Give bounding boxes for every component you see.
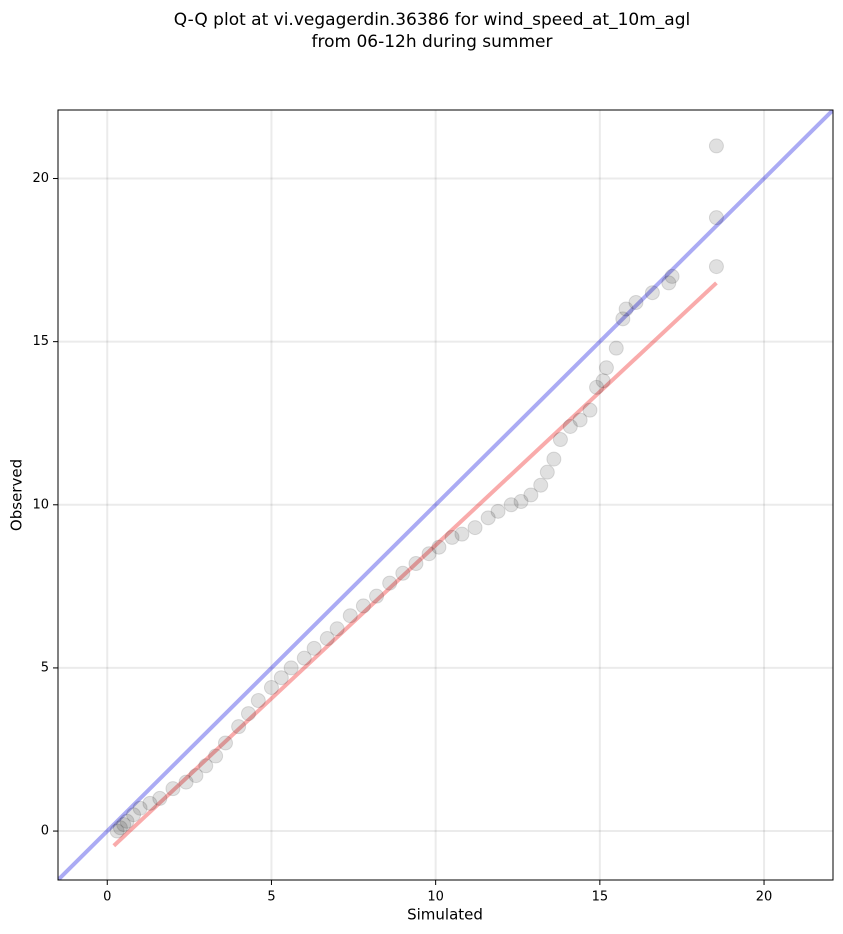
- point: [165, 781, 181, 797]
- y-axis-label: Observed: [8, 459, 26, 531]
- point: [661, 275, 677, 291]
- y-tick-label: 20: [32, 171, 49, 186]
- point: [126, 807, 142, 823]
- point: [152, 790, 168, 806]
- x-tick-label: 15: [592, 890, 609, 905]
- point: [188, 768, 204, 784]
- y-tick-label: 5: [41, 660, 49, 675]
- point: [421, 546, 437, 562]
- x-tick-label: 20: [756, 890, 773, 905]
- x-tick-label: 0: [103, 890, 111, 905]
- point: [523, 487, 539, 503]
- x-tick-label: 5: [267, 890, 275, 905]
- point: [539, 464, 555, 480]
- point: [319, 631, 335, 647]
- point: [615, 311, 631, 327]
- point: [444, 529, 460, 545]
- point: [608, 340, 624, 356]
- plot-frame: [57, 109, 834, 881]
- point: [708, 138, 724, 154]
- point: [513, 494, 529, 510]
- point: [546, 451, 562, 467]
- point: [283, 660, 299, 676]
- point: [552, 432, 568, 448]
- point: [572, 412, 588, 428]
- point: [480, 510, 496, 526]
- point: [342, 608, 358, 624]
- point: [217, 735, 233, 751]
- plot-area: [58, 110, 833, 880]
- x-tick-label: 10: [427, 890, 444, 905]
- point: [708, 259, 724, 275]
- point: [142, 795, 158, 811]
- point: [533, 477, 549, 493]
- point: [296, 650, 312, 666]
- point: [250, 693, 266, 709]
- point: [454, 526, 470, 542]
- point: [231, 719, 247, 735]
- chart-subtitle: from 06-12h during summer: [312, 32, 553, 52]
- y-tick-label: 10: [32, 497, 49, 512]
- point: [116, 817, 132, 833]
- y-tick-label: 15: [32, 334, 49, 349]
- point: [208, 748, 224, 764]
- point: [382, 575, 398, 591]
- point: [628, 295, 644, 310]
- point: [598, 360, 614, 376]
- point: [664, 268, 680, 284]
- point: [132, 800, 148, 816]
- y-tick-label: 0: [41, 824, 49, 839]
- point: [562, 418, 578, 434]
- point: [589, 379, 605, 395]
- point: [644, 285, 660, 301]
- point: [490, 503, 506, 519]
- point: [369, 588, 385, 604]
- point: [306, 640, 322, 656]
- point: [582, 402, 598, 418]
- point: [263, 680, 279, 695]
- point: [503, 497, 519, 513]
- point: [198, 758, 214, 774]
- point: [355, 598, 371, 614]
- point: [595, 373, 611, 389]
- point: [109, 823, 125, 839]
- point: [618, 301, 634, 317]
- point: [112, 820, 128, 836]
- point: [467, 520, 483, 536]
- identity-line: [58, 110, 833, 880]
- point: [431, 539, 447, 555]
- point: [708, 210, 724, 226]
- point: [273, 670, 289, 686]
- point: [240, 706, 256, 722]
- point: [119, 813, 135, 829]
- x-axis-label: Simulated: [407, 906, 483, 924]
- fit-line: [112, 281, 718, 848]
- chart-title: Q-Q plot at vi.vegagerdin.36386 for wind…: [174, 10, 690, 30]
- point: [408, 556, 424, 572]
- point: [395, 565, 411, 581]
- point: [329, 621, 345, 637]
- point: [178, 774, 194, 790]
